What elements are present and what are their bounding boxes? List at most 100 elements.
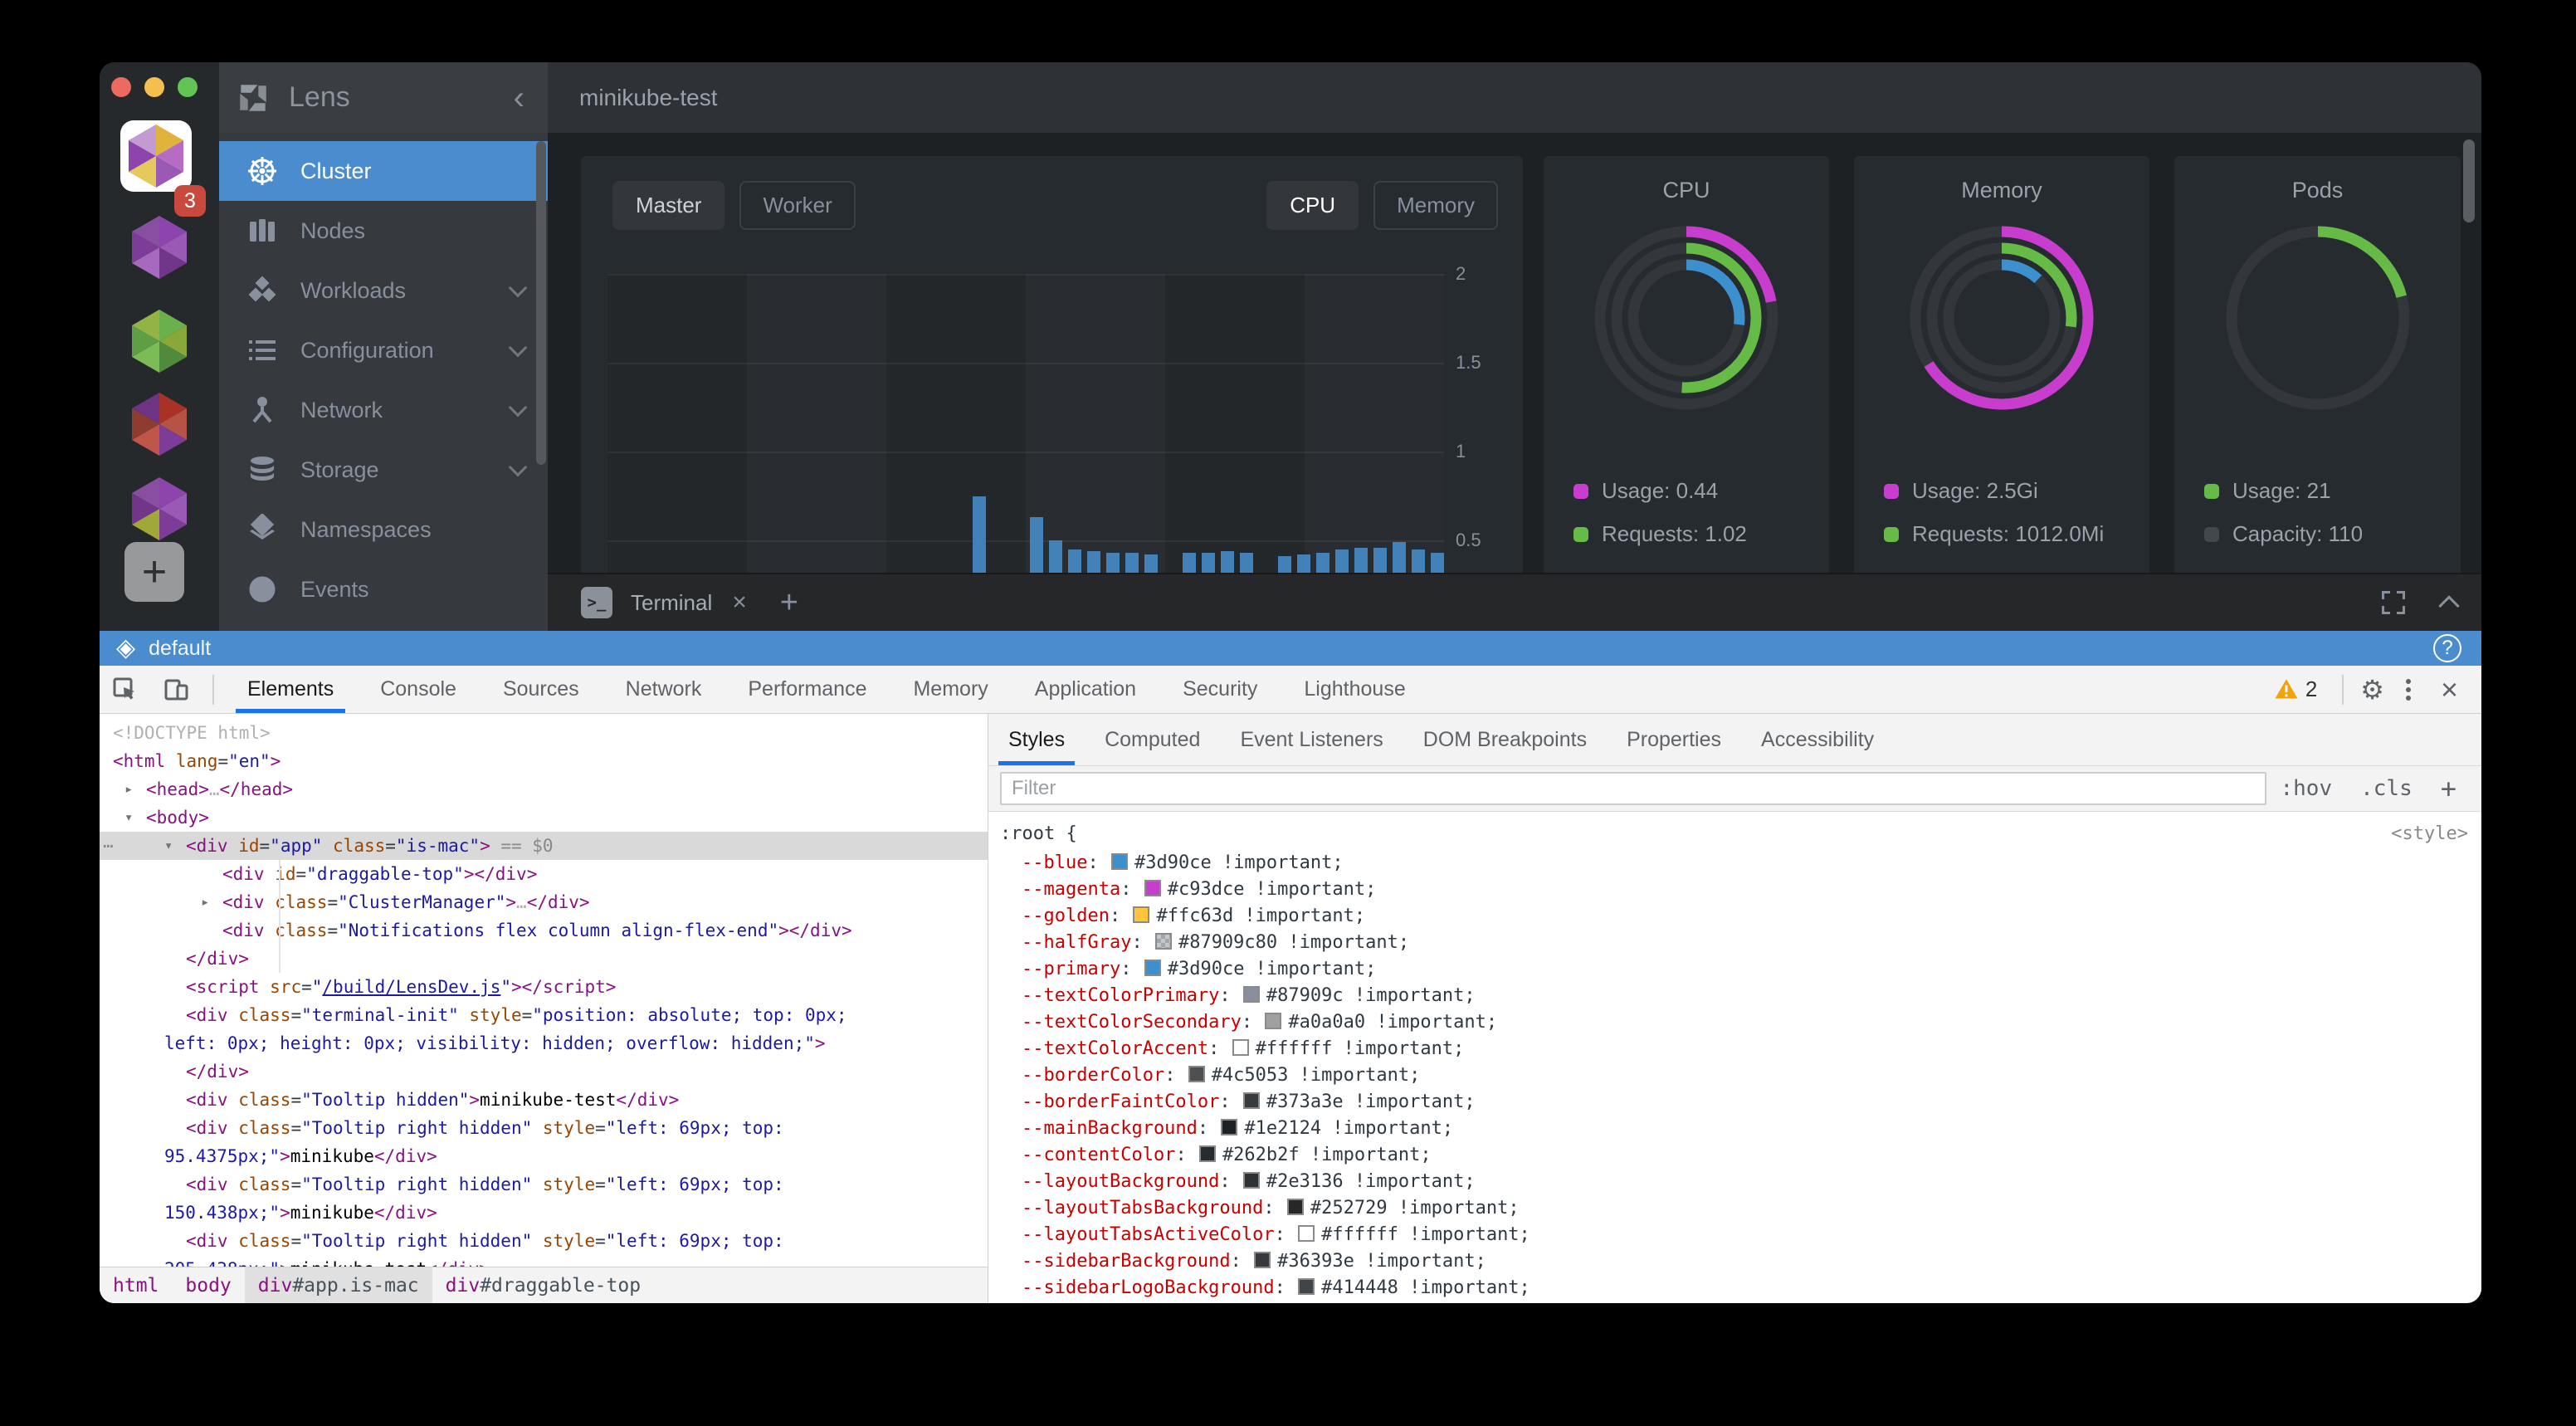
css-property-name[interactable]: --blue: [1022, 852, 1088, 873]
devtools-settings-icon[interactable]: ⚙: [2360, 674, 2384, 705]
color-swatch[interactable]: [1188, 1066, 1205, 1082]
css-property-name[interactable]: --layoutBackground: [1022, 1171, 1220, 1192]
css-property-name[interactable]: --textColorSecondary: [1022, 1012, 1242, 1033]
css-property-name[interactable]: --textColorPrimary: [1022, 985, 1220, 1006]
worker-tab-button[interactable]: Worker: [739, 181, 856, 230]
devtools-tab-network[interactable]: Network: [625, 677, 702, 701]
color-swatch[interactable]: [1242, 1092, 1260, 1109]
css-property-value[interactable]: #87909c80 !important;: [1178, 932, 1410, 953]
color-swatch[interactable]: [1221, 1119, 1238, 1135]
css-property-value[interactable]: #36393e !important;: [1277, 1251, 1486, 1272]
window-close-button[interactable]: [111, 77, 131, 97]
expand-arrow-icon[interactable]: ▸: [201, 894, 210, 911]
css-property-name[interactable]: --mainBackground: [1022, 1118, 1198, 1139]
color-swatch[interactable]: [1298, 1278, 1315, 1295]
styles-filter-input[interactable]: [1000, 772, 2267, 805]
breadcrumb-item-div#app.is-mac[interactable]: div #app.is-mac: [244, 1267, 432, 1303]
sidebar-item-namespaces[interactable]: Namespaces: [219, 500, 548, 559]
cluster-tile-cluster-green[interactable]: [128, 310, 191, 373]
devtools-close-icon[interactable]: ×: [2440, 671, 2458, 706]
color-swatch[interactable]: [1286, 1199, 1304, 1215]
css-property-value[interactable]: #414448 !important;: [1321, 1277, 1530, 1298]
devtools-tab-sources[interactable]: Sources: [502, 677, 579, 701]
cluster-tile-minikube-test[interactable]: [120, 120, 192, 192]
breadcrumb-item-div#draggable-top[interactable]: div #draggable-top: [445, 1274, 642, 1297]
cluster-tile-cluster-red[interactable]: [128, 393, 191, 456]
collapse-arrow-icon[interactable]: ▾: [124, 809, 134, 826]
css-property-name[interactable]: --golden: [1022, 906, 1110, 926]
chevron-down-icon[interactable]: [508, 338, 528, 358]
dom-tree-row[interactable]: ▸ <div class="ClusterManager">…</div>: [100, 888, 988, 916]
devtools-tab-memory[interactable]: Memory: [913, 677, 988, 701]
breadcrumb-item-html[interactable]: html: [113, 1274, 159, 1297]
css-property-value[interactable]: #262b2f !important;: [1222, 1145, 1432, 1165]
collapse-arrow-icon[interactable]: ▾: [164, 838, 173, 854]
terminal-tab[interactable]: Terminal: [631, 589, 713, 615]
styles-tab-styles[interactable]: Styles: [988, 714, 1085, 765]
dom-tree-row[interactable]: 150.438px;">minikube</div>: [164, 1203, 437, 1223]
css-property-value[interactable]: #4c5053 !important;: [1211, 1065, 1421, 1086]
sidebar-scrollbar[interactable]: [536, 141, 546, 465]
window-zoom-button[interactable]: [178, 77, 198, 97]
css-property-value[interactable]: #3d90ce !important;: [1134, 852, 1344, 873]
color-swatch[interactable]: [1144, 880, 1161, 896]
color-swatch[interactable]: [1232, 1039, 1249, 1056]
css-property-value[interactable]: #252729 !important;: [1310, 1198, 1520, 1218]
dom-tree-row[interactable]: left: 0px; height: 0px; visibility: hidd…: [164, 1033, 826, 1053]
styles-tab-dom-breakpoints[interactable]: DOM Breakpoints: [1422, 727, 1588, 751]
css-property-name[interactable]: --borderColor: [1022, 1065, 1165, 1086]
css-property-name[interactable]: --sidebarLogoBackground: [1022, 1277, 1275, 1298]
sidebar-item-storage[interactable]: Storage: [219, 440, 548, 500]
styles-tab-computed[interactable]: Computed: [1105, 727, 1201, 751]
css-property-value[interactable]: #ffc63d !important;: [1156, 906, 1366, 926]
dom-tree-row[interactable]: 95.4375px;">minikube</div>: [164, 1146, 437, 1166]
dom-tree-row[interactable]: <script src="/build/LensDev.js"></script…: [186, 977, 617, 997]
sidebar-item-workloads[interactable]: Workloads: [219, 261, 548, 320]
dom-tree-row[interactable]: </div>: [186, 1062, 249, 1082]
cpu-toggle-button[interactable]: CPU: [1266, 181, 1359, 230]
dom-row-gutter-dots[interactable]: ⋯: [103, 836, 114, 856]
devtools-tab-application[interactable]: Application: [1034, 677, 1137, 701]
devtools-tab-console[interactable]: Console: [380, 677, 456, 701]
sidebar-item-network[interactable]: Network: [219, 380, 548, 440]
master-tab-button[interactable]: Master: [612, 181, 725, 230]
styles-tab-properties[interactable]: Properties: [1627, 727, 1722, 751]
chevron-down-icon[interactable]: [508, 278, 528, 298]
devtools-tab-lighthouse[interactable]: Lighthouse: [1304, 677, 1406, 701]
help-button[interactable]: ?: [2433, 634, 2461, 662]
device-toolbar-icon[interactable]: [151, 676, 202, 704]
css-property-name[interactable]: --magenta: [1022, 879, 1121, 900]
add-cluster-button[interactable]: +: [124, 542, 184, 602]
chevron-down-icon[interactable]: [508, 457, 528, 477]
devtools-menu-icon[interactable]: [2405, 686, 2411, 692]
dom-tree-row[interactable]: <div class="Tooltip right hidden" style=…: [186, 1118, 784, 1138]
new-terminal-button[interactable]: +: [779, 584, 798, 620]
css-property-value[interactable]: #c93dce !important;: [1167, 879, 1377, 900]
sidebar-item-cluster[interactable]: Cluster: [219, 141, 548, 201]
memory-toggle-button[interactable]: Memory: [1373, 181, 1498, 230]
color-swatch[interactable]: [1265, 1013, 1282, 1029]
content-scrollbar[interactable]: [2463, 139, 2475, 222]
color-swatch[interactable]: [1110, 853, 1128, 870]
css-property-value[interactable]: #2e3136 !important;: [1266, 1171, 1476, 1192]
dom-tree-row[interactable]: <div class="Notifications flex column al…: [222, 921, 852, 940]
chevron-down-icon[interactable]: [508, 398, 528, 418]
terminal-tab-close-icon[interactable]: ×: [732, 588, 747, 616]
collapse-dock-icon[interactable]: [2438, 595, 2460, 617]
inspect-element-icon[interactable]: [100, 676, 151, 704]
color-swatch[interactable]: [1242, 986, 1260, 1003]
css-property-name[interactable]: --sidebarBackground: [1022, 1251, 1231, 1272]
css-property-value[interactable]: #3d90ce !important;: [1167, 959, 1377, 979]
color-swatch[interactable]: [1198, 1145, 1216, 1162]
namespace-status-bar[interactable]: ◈ default ?: [100, 631, 2481, 666]
css-property-value[interactable]: #ffffff !important;: [1321, 1224, 1530, 1245]
css-property-value[interactable]: #87909c !important;: [1266, 985, 1476, 1006]
dom-tree-row[interactable]: <div class="Tooltip right hidden" style=…: [186, 1174, 784, 1194]
dom-tree-row[interactable]: ▸ <head>…</head>: [100, 775, 988, 803]
dom-tree-row[interactable]: 205.438px;">minikube-test</div>: [100, 1255, 988, 1267]
color-swatch[interactable]: [1254, 1252, 1271, 1268]
cluster-tile-cluster-purple-2[interactable]: [128, 477, 191, 540]
dom-tree-row[interactable]: <html lang="en">: [113, 751, 281, 771]
color-swatch[interactable]: [1298, 1225, 1315, 1242]
dom-tree-row[interactable]: <div class="terminal-init" style="positi…: [186, 1005, 847, 1025]
